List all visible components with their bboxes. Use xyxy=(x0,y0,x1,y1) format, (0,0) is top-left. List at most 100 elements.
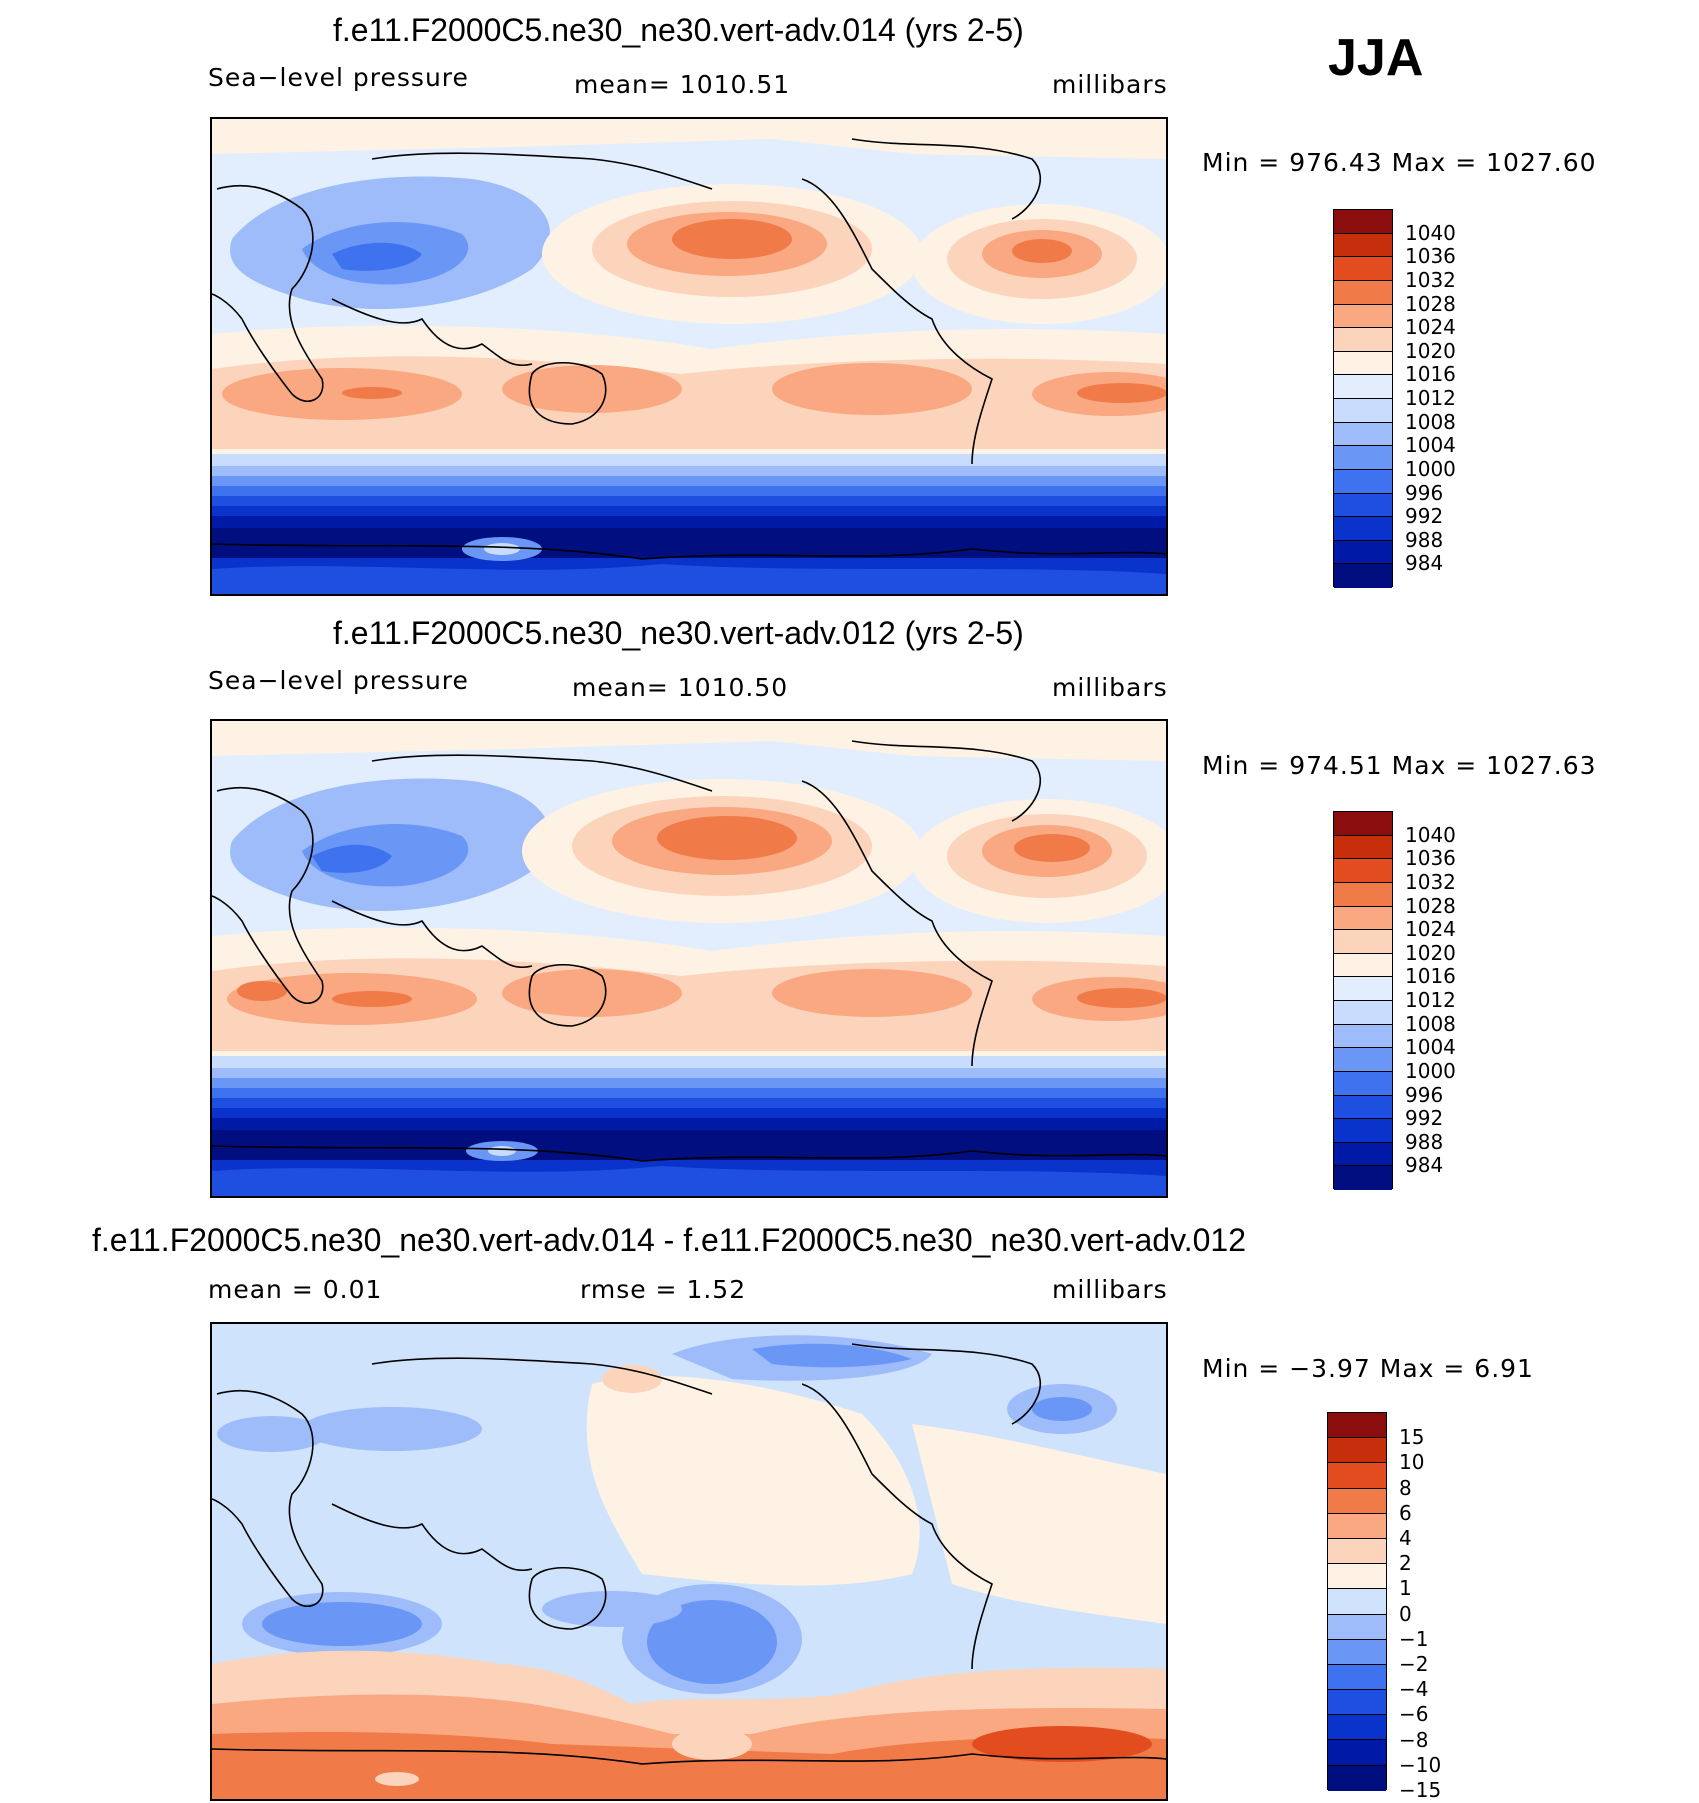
colorbar-swatch xyxy=(1328,1513,1386,1539)
colorbar-label: 1028 xyxy=(1405,291,1456,316)
panel2-colorbar-boxes xyxy=(1333,811,1393,1190)
panel1-mean: mean= 1010.51 xyxy=(574,70,791,99)
colorbar-swatch xyxy=(1334,906,1392,931)
colorbar-swatch xyxy=(1328,1538,1386,1565)
colorbar-label: 0 xyxy=(1399,1601,1412,1626)
colorbar-swatch xyxy=(1334,564,1392,588)
colorbar-label: 1020 xyxy=(1405,940,1456,965)
colorbar-label: −10 xyxy=(1399,1752,1442,1777)
colorbar-swatch xyxy=(1328,1740,1386,1766)
colorbar-label: 4 xyxy=(1399,1526,1412,1550)
panel3-colorbar: 15 10 8 6 4 2 1 0 −1 −2 −4 −6 −8 −10 −15 xyxy=(1327,1412,1487,1800)
colorbar-swatch xyxy=(1334,304,1392,329)
colorbar-swatch xyxy=(1334,540,1392,565)
colorbar-label: 15 xyxy=(1399,1425,1425,1450)
colorbar-swatch xyxy=(1328,1690,1386,1716)
colorbar-label: 1032 xyxy=(1405,267,1456,292)
colorbar-swatch xyxy=(1334,977,1392,1001)
colorbar-label: 1024 xyxy=(1405,917,1456,942)
colorbar-swatch xyxy=(1328,1715,1386,1741)
panel1-units: millibars xyxy=(1052,70,1168,99)
colorbar-label: 992 xyxy=(1405,1106,1444,1131)
colorbar-swatch xyxy=(1334,859,1392,883)
colorbar-swatch xyxy=(1334,1119,1392,1143)
colorbar-label: 1012 xyxy=(1405,386,1456,410)
colorbar-label: 1040 xyxy=(1405,822,1456,847)
colorbar-label: 984 xyxy=(1405,1153,1444,1178)
colorbar-label: −8 xyxy=(1399,1727,1429,1752)
colorbar-label: 1016 xyxy=(1405,362,1456,387)
colorbar-swatch xyxy=(1328,1413,1386,1439)
colorbar-swatch xyxy=(1334,257,1392,281)
colorbar-swatch xyxy=(1328,1664,1386,1691)
panel1-map xyxy=(210,117,1168,596)
colorbar-label: 1028 xyxy=(1405,893,1456,918)
colorbar-label: 1 xyxy=(1399,1576,1412,1601)
colorbar-label: 992 xyxy=(1405,504,1444,529)
colorbar-swatch xyxy=(1328,1614,1386,1640)
panel2-variable: Sea−level pressure xyxy=(208,666,469,695)
colorbar-label: 996 xyxy=(1405,480,1444,505)
colorbar-swatch xyxy=(1334,399,1392,423)
panel2-title: f.e11.F2000C5.ne30_ne30.vert-adv.012 (yr… xyxy=(333,615,1024,651)
colorbar-label: −15 xyxy=(1399,1778,1442,1802)
colorbar-swatch xyxy=(1328,1564,1386,1590)
colorbar-label: 1036 xyxy=(1405,846,1456,871)
colorbar-swatch xyxy=(1334,930,1392,954)
colorbar-swatch xyxy=(1334,1001,1392,1025)
colorbar-label: 1000 xyxy=(1405,1058,1456,1083)
colorbar-label: 996 xyxy=(1405,1082,1444,1107)
colorbar-label: 8 xyxy=(1399,1475,1412,1500)
panel3-rmse: rmse = 1.52 xyxy=(580,1275,747,1304)
colorbar-swatch xyxy=(1334,835,1392,860)
colorbar-label: 2 xyxy=(1399,1551,1412,1576)
colorbar-swatch xyxy=(1334,422,1392,447)
colorbar-label: 988 xyxy=(1405,1129,1444,1154)
colorbar-label: 1008 xyxy=(1405,1011,1456,1036)
panel3-map-graphic xyxy=(212,1324,1166,1799)
colorbar-label: 1012 xyxy=(1405,988,1456,1012)
panel2-map xyxy=(210,719,1168,1198)
colorbar-label: 1000 xyxy=(1405,456,1456,481)
colorbar-swatch xyxy=(1334,328,1392,352)
colorbar-label: 1004 xyxy=(1405,433,1456,458)
season-label: JJA xyxy=(1328,29,1424,87)
colorbar-swatch xyxy=(1328,1639,1386,1665)
panel3-title: f.e11.F2000C5.ne30_ne30.vert-adv.014 - f… xyxy=(92,1222,1246,1258)
colorbar-label: 1016 xyxy=(1405,964,1456,989)
colorbar-swatch xyxy=(1328,1438,1386,1464)
colorbar-swatch xyxy=(1328,1589,1386,1615)
colorbar-swatch xyxy=(1334,210,1392,234)
panel3-units: millibars xyxy=(1052,1275,1168,1304)
panel1-colorbar-boxes xyxy=(1333,209,1393,588)
panel2-mean: mean= 1010.50 xyxy=(572,673,789,702)
colorbar-swatch xyxy=(1328,1488,1386,1514)
colorbar-label: 10 xyxy=(1399,1450,1425,1475)
panel1-variable: Sea−level pressure xyxy=(208,63,469,92)
colorbar-label: 984 xyxy=(1405,551,1444,576)
panel1-minmax: Min = 976.43 Max = 1027.60 xyxy=(1202,148,1597,177)
colorbar-label: 1036 xyxy=(1405,244,1456,269)
colorbar-label: 1008 xyxy=(1405,409,1456,434)
colorbar-swatch xyxy=(1334,280,1392,305)
panel1-map-graphic xyxy=(212,119,1166,594)
panel3-map xyxy=(210,1322,1168,1801)
colorbar-swatch xyxy=(1334,469,1392,494)
colorbar-label: 988 xyxy=(1405,527,1444,552)
colorbar-label: 1024 xyxy=(1405,315,1456,340)
colorbar-label: −6 xyxy=(1399,1702,1429,1727)
colorbar-swatch xyxy=(1334,493,1392,518)
colorbar-swatch xyxy=(1334,1071,1392,1096)
colorbar-label: −1 xyxy=(1399,1626,1429,1651)
panel1-colorbar: 1040 1036 1032 1028 1024 1020 1016 1012 1008 1004… xyxy=(1333,209,1493,588)
colorbar-label: 1020 xyxy=(1405,338,1456,363)
colorbar-swatch xyxy=(1334,812,1392,836)
panel2-colorbar: 1040 1036 1032 1028 1024 1020 1016 1012 1008 1004… xyxy=(1333,811,1493,1190)
colorbar-label: 6 xyxy=(1399,1500,1412,1525)
colorbar-swatch xyxy=(1328,1463,1386,1489)
colorbar-swatch xyxy=(1334,375,1392,399)
colorbar-swatch xyxy=(1334,351,1392,376)
colorbar-label: −2 xyxy=(1399,1652,1429,1676)
colorbar-swatch xyxy=(1334,233,1392,258)
panel1-title: f.e11.F2000C5.ne30_ne30.vert-adv.014 (yr… xyxy=(333,12,1024,48)
